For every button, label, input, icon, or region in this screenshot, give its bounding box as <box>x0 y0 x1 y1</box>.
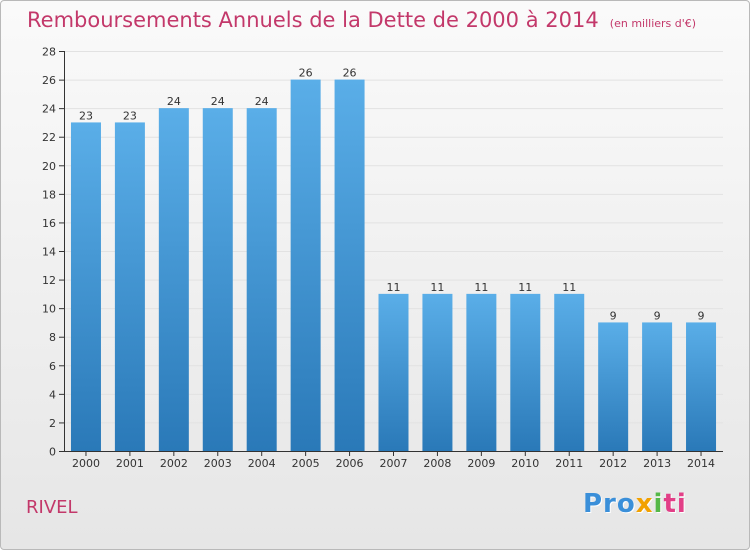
commune-name: RIVEL <box>26 497 78 518</box>
bar <box>70 122 101 451</box>
bar-value-label: 24 <box>255 95 269 108</box>
bar <box>334 79 365 452</box>
bar-value-label: 24 <box>211 95 225 108</box>
bar <box>378 293 409 451</box>
bar-value-label: 23 <box>79 109 93 122</box>
y-tick-label: 14 <box>42 246 56 259</box>
bar-value-label: 9 <box>610 309 617 322</box>
y-tick-label: 8 <box>49 331 56 344</box>
x-tick-label: 2000 <box>72 457 100 470</box>
y-tick-label: 10 <box>42 303 56 316</box>
x-tick-label: 2008 <box>423 457 451 470</box>
x-tick-label: 2009 <box>467 457 495 470</box>
bar <box>686 322 717 451</box>
bar <box>466 293 497 451</box>
bar-value-label: 9 <box>698 309 705 322</box>
bar <box>422 293 453 451</box>
bar-value-label: 11 <box>387 281 401 294</box>
bar <box>114 122 145 451</box>
logo-part-2: x <box>635 489 654 519</box>
bar <box>598 322 629 451</box>
y-tick-label: 12 <box>42 274 56 287</box>
x-tick-label: 2002 <box>160 457 188 470</box>
bar <box>642 322 673 451</box>
x-tick-label: 2004 <box>248 457 276 470</box>
logo-part-1: Pro <box>583 489 636 519</box>
x-tick-label: 2001 <box>116 457 144 470</box>
y-tick-label: 22 <box>42 131 56 144</box>
proxiti-logo: Proxiti <box>583 489 687 519</box>
logo-part-3: i <box>653 489 664 519</box>
x-tick-label: 2013 <box>643 457 671 470</box>
bar-value-label: 24 <box>167 95 181 108</box>
x-tick-label: 2012 <box>599 457 627 470</box>
title-unit: (en milliers d'€) <box>609 17 697 30</box>
x-tick-label: 2010 <box>511 457 539 470</box>
labels: 23 2000 23 2001 24 2002 24 2003 24 2004 26 2005 26 20… <box>72 67 715 470</box>
bar-value-label: 26 <box>343 67 357 80</box>
y-tick-label: 16 <box>42 217 56 230</box>
bar-value-label: 11 <box>430 281 444 294</box>
x-tick-label: 2014 <box>687 457 715 470</box>
bars <box>70 79 717 452</box>
bar-value-label: 11 <box>518 281 532 294</box>
x-tick-label: 2005 <box>292 457 320 470</box>
chart-title: Remboursements Annuels de la Dette de 20… <box>27 8 696 32</box>
bar <box>158 108 189 452</box>
bar-value-label: 23 <box>123 109 137 122</box>
bar <box>510 293 541 451</box>
bar <box>246 108 277 452</box>
y-tick-label: 28 <box>42 46 56 59</box>
bar-value-label: 11 <box>562 281 576 294</box>
x-tick-label: 2007 <box>380 457 408 470</box>
y-tick-label: 26 <box>42 74 56 87</box>
bar <box>202 108 233 452</box>
y-tick-label: 2 <box>49 417 56 430</box>
bar-value-label: 11 <box>474 281 488 294</box>
x-tick-label: 2006 <box>336 457 364 470</box>
bar <box>290 79 321 452</box>
y-tick-label: 6 <box>49 360 56 373</box>
x-tick-label: 2003 <box>204 457 232 470</box>
y-tick-label: 24 <box>42 103 56 116</box>
bar-value-label: 9 <box>654 309 661 322</box>
bar <box>554 293 585 451</box>
bar-value-label: 26 <box>299 67 313 80</box>
y-tick-label: 4 <box>49 388 56 401</box>
y-tick-label: 18 <box>42 188 56 201</box>
y-tick-label: 0 <box>49 446 56 459</box>
y-tick-label: 20 <box>42 160 56 173</box>
x-tick-label: 2011 <box>555 457 583 470</box>
title-main: Remboursements Annuels de la Dette de 20… <box>27 8 599 32</box>
logo-part-4: ti <box>663 489 687 519</box>
